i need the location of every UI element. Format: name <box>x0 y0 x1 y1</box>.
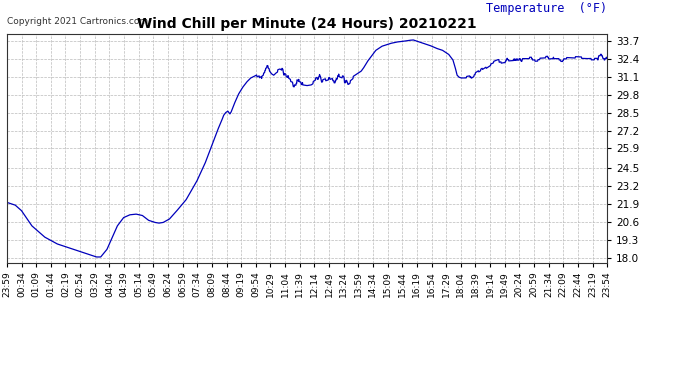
Title: Wind Chill per Minute (24 Hours) 20210221: Wind Chill per Minute (24 Hours) 2021022… <box>137 17 477 31</box>
Text: Copyright 2021 Cartronics.com: Copyright 2021 Cartronics.com <box>7 17 148 26</box>
Text: Temperature  (°F): Temperature (°F) <box>486 3 607 15</box>
